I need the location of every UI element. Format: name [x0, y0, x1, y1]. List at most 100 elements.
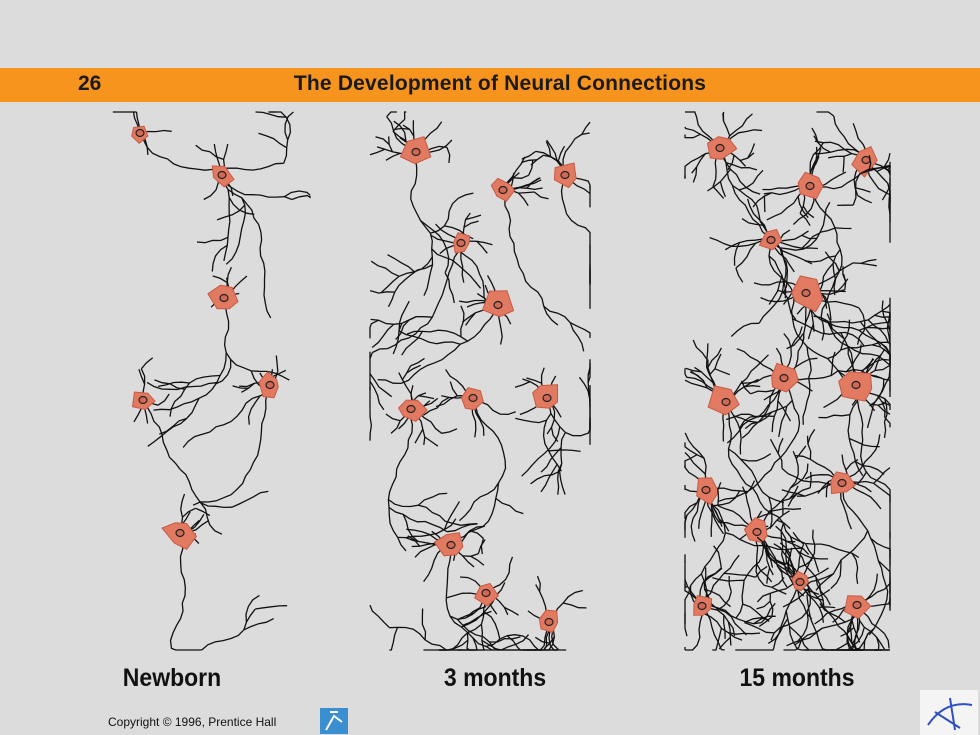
dendrite: [865, 159, 891, 243]
dendrite: [770, 580, 812, 641]
dendrite: [741, 218, 765, 227]
dendrite: [709, 353, 722, 376]
dendrite: [169, 532, 202, 651]
dendrite: [745, 480, 756, 495]
dendrite: [701, 605, 725, 651]
dendrite: [828, 152, 852, 159]
dendrite: [255, 111, 287, 118]
dendrite: [387, 408, 414, 552]
dendrite: [694, 366, 714, 384]
dendrite: [377, 304, 499, 385]
nucleus: [411, 147, 421, 157]
nucleus: [498, 185, 508, 195]
dendrite: [781, 489, 806, 497]
nucleus: [217, 170, 227, 180]
dendrite: [714, 368, 731, 376]
dendrite: [741, 414, 765, 439]
nucleus: [406, 404, 416, 414]
dendrite: [766, 567, 771, 584]
nucleus: [697, 601, 707, 611]
dendrite: [713, 490, 741, 507]
dendrite: [463, 220, 479, 228]
dendrite: [221, 174, 272, 319]
dendrite: [518, 192, 529, 207]
dendrite: [558, 432, 566, 495]
dendrite: [756, 536, 771, 557]
dendrite: [684, 502, 698, 520]
dendrite: [536, 575, 541, 592]
dendrite: [726, 400, 793, 444]
dendrite: [795, 543, 805, 576]
dendrite: [763, 584, 787, 595]
dendrite: [841, 434, 881, 484]
dendrite: [192, 384, 271, 506]
dendrite: [574, 132, 590, 140]
dendrite: [476, 240, 488, 254]
dendrite: [820, 303, 891, 324]
dendrite: [446, 523, 478, 533]
dendrite: [552, 644, 567, 651]
dendrite: [777, 400, 792, 422]
dendrite: [738, 416, 751, 429]
dendrite: [430, 421, 443, 434]
dendrite: [841, 482, 889, 636]
dendrite: [684, 442, 705, 459]
dendrite: [245, 594, 260, 623]
dendrite: [691, 153, 706, 174]
dendrite: [466, 632, 494, 651]
dendrite: [735, 546, 765, 619]
dendrite: [860, 258, 877, 265]
dendrite: [284, 190, 311, 198]
dendrite: [842, 273, 847, 290]
dendrite: [389, 626, 447, 651]
dendrite: [768, 239, 844, 378]
dendrite: [212, 275, 228, 284]
dendrite: [449, 381, 458, 397]
dendrite: [719, 147, 789, 294]
publisher-icon-mark: [325, 711, 343, 731]
dendrite: [457, 605, 487, 620]
nucleus: [175, 528, 185, 538]
dendrite: [446, 147, 451, 163]
dendrite: [709, 236, 772, 248]
dendrite: [847, 400, 864, 477]
dendrite: [200, 490, 269, 509]
dendrite: [560, 174, 591, 283]
slide-title: The Development of Neural Connections: [293, 72, 707, 95]
dendrite: [873, 467, 891, 484]
dendrite: [769, 593, 774, 617]
dendrite: [735, 242, 757, 269]
dendrite: [711, 508, 720, 523]
dendrite: [387, 264, 433, 308]
dendrite: [710, 504, 726, 526]
dendrite: [827, 321, 845, 340]
dendrite: [485, 634, 540, 651]
dendrite: [815, 530, 869, 591]
dendrite: [848, 437, 880, 448]
dendrite: [153, 297, 230, 411]
dendrite: [712, 577, 745, 582]
dendrite: [138, 368, 146, 385]
dendrite: [794, 351, 799, 368]
dendrite: [182, 431, 211, 448]
dendrite: [722, 113, 731, 137]
dendrite: [458, 397, 507, 522]
panel-label: 15 months: [739, 664, 855, 692]
dendrite: [756, 600, 771, 610]
dendrite: [761, 542, 801, 583]
dendrite: [769, 438, 783, 469]
dendrite: [819, 603, 846, 623]
dendrite: [169, 374, 221, 417]
dendrite: [776, 519, 791, 530]
dendrite: [502, 189, 559, 326]
dendrite: [824, 251, 840, 272]
dendrite: [830, 559, 842, 590]
nucleus: [715, 143, 725, 153]
dendrite: [386, 111, 397, 118]
dendrite: [477, 539, 486, 555]
dendrite: [753, 615, 776, 625]
dendrite: [692, 166, 698, 183]
dendrite: [440, 592, 487, 651]
dendrite: [728, 631, 761, 635]
